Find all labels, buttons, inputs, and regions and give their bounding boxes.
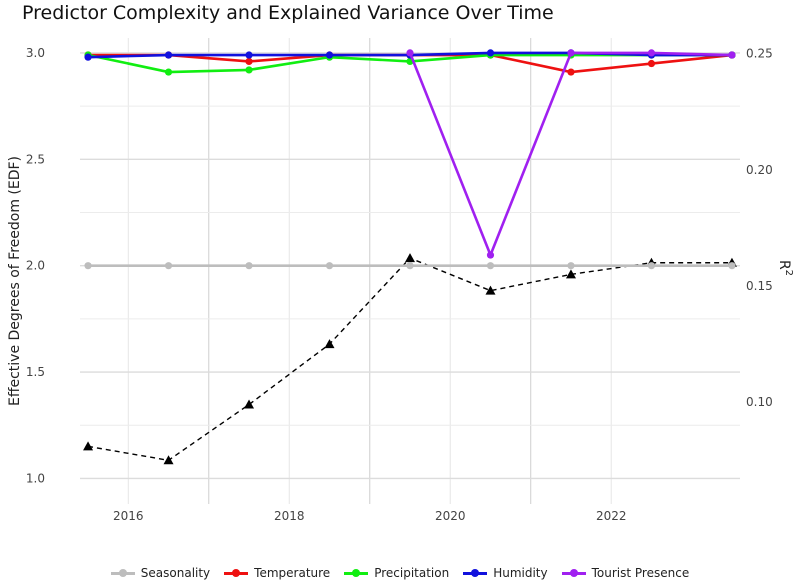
y-axis-ticks: 1.0 1.5 2.0 2.5 3.0 (26, 46, 45, 486)
legend-swatch (463, 567, 488, 579)
r2-point (485, 285, 496, 295)
humidity-point (245, 51, 253, 59)
legend-item-seasonality: Seasonality (110, 566, 211, 580)
seasonality-point (164, 262, 173, 270)
tourist-presence-point (486, 251, 495, 259)
y-tick-label: 1.0 (26, 471, 45, 485)
x-tick-label: 2018 (274, 509, 305, 523)
legend-item-precipitation: Precipitation (344, 566, 449, 580)
y2-tick-label: 0.15 (746, 279, 773, 293)
tourist-presence-point (647, 49, 656, 57)
legend: Seasonality Temperature Precipitation Humid… (0, 566, 800, 580)
temperature-point (245, 57, 253, 66)
tourist-presence-point (567, 49, 575, 57)
legend-swatch (561, 567, 586, 579)
seasonality-point (245, 262, 253, 270)
chart-plot: 2016 2018 2020 2022 1.01.52.02.53.0 0.100.1… (7, 38, 794, 523)
humidity-point (164, 51, 173, 59)
r2-point (324, 339, 335, 349)
legend-item-humidity: Humidity (463, 566, 548, 580)
chart-title: Predictor Complexity and Explained Varia… (22, 2, 554, 24)
y2-tick-label: 0.25 (746, 47, 773, 61)
r2-point (163, 455, 174, 465)
temperature-point (567, 68, 575, 76)
seasonality-point (647, 262, 656, 270)
legend-label: Humidity (493, 566, 548, 580)
legend-item-tourist-presence: Tourist Presence (561, 566, 690, 580)
precipitation-point (245, 66, 253, 74)
legend-label: Precipitation (374, 566, 450, 580)
precipitation-point (164, 68, 173, 76)
r2-line (87, 257, 732, 462)
y2-axis-ticks: 0.10 0.15 0.20 0.25 (746, 47, 773, 410)
x-tick-label: 2022 (596, 509, 627, 523)
seasonality-point (486, 262, 495, 270)
seasonality-point (84, 262, 92, 270)
legend-swatch (344, 567, 369, 579)
humidity-point (325, 51, 334, 59)
r2-series (83, 253, 737, 465)
y-tick-label: 2.5 (26, 152, 45, 166)
humidity-point (486, 49, 495, 57)
edf-series (84, 49, 736, 270)
humidity-point (84, 53, 92, 61)
x-tick-label: 2016 (113, 509, 144, 523)
tourist-presence-point (728, 51, 736, 59)
seasonality-point (567, 262, 575, 270)
tourist-presence-point (406, 49, 414, 57)
r2-point (405, 253, 415, 263)
r2-point (244, 399, 255, 409)
tourist-presence-line (408, 51, 732, 257)
legend-item-temperature: Temperature (224, 566, 330, 580)
grid-lines (80, 38, 740, 504)
y-axis-title: Effective Degrees of Freedom (EDF) (7, 156, 23, 406)
x-tick-label: 2020 (435, 509, 466, 523)
temperature-point (647, 59, 656, 68)
y2-axis-title-base: R (776, 260, 792, 270)
y2-tick-label: 0.20 (746, 163, 773, 177)
legend-label: Temperature (254, 566, 331, 580)
x-axis-ticks: 2016 2018 2020 2022 (113, 509, 626, 523)
legend-swatch (110, 567, 135, 579)
y-tick-label: 3.0 (26, 46, 45, 60)
r2-point (83, 441, 94, 451)
y2-tick-label: 0.10 (746, 395, 773, 409)
legend-label: Seasonality (140, 566, 211, 580)
y-tick-label: 1.5 (26, 365, 45, 379)
y2-axis-title-sup: 2 (783, 270, 794, 276)
y2-axis-title: R2 (776, 260, 794, 276)
y-tick-label: 2.0 (26, 259, 45, 273)
seasonality-point (406, 262, 414, 270)
r2-point (565, 269, 576, 279)
legend-label: Tourist Presence (591, 566, 690, 580)
seasonality-point (728, 262, 736, 270)
legend-swatch (224, 567, 249, 579)
seasonality-point (325, 262, 334, 270)
